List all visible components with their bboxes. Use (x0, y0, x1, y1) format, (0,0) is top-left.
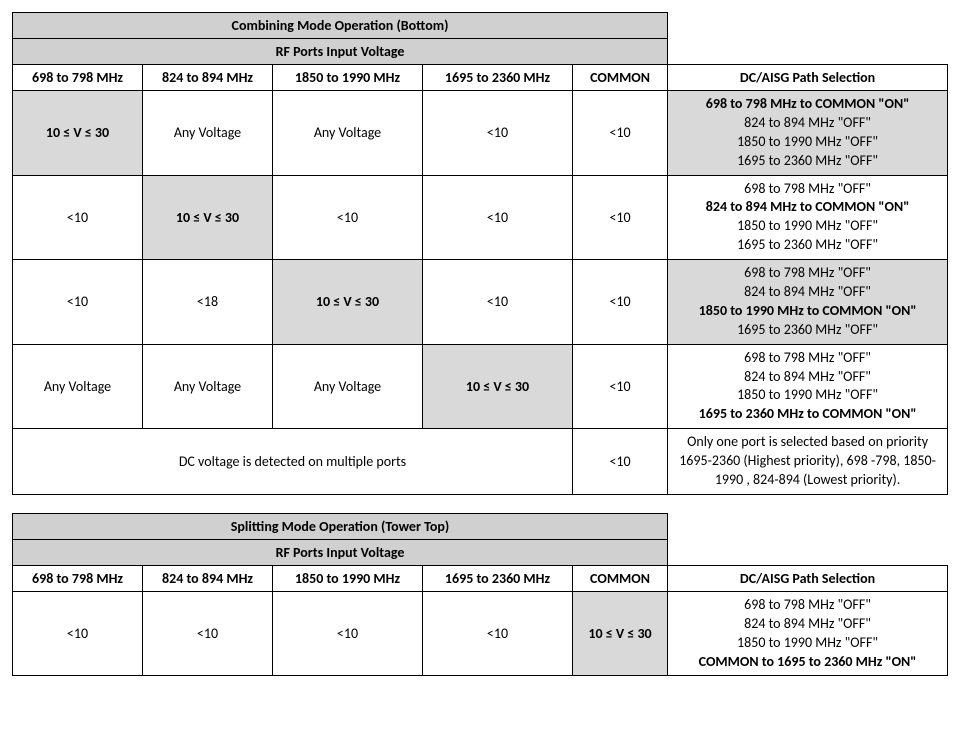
table-row: <1010 ≤ V ≤ 30<10<10<10698 to 798 MHz "O… (13, 175, 948, 260)
cell: <10 (13, 591, 143, 676)
cell: <10 (13, 175, 143, 260)
splitting-table: Splitting Mode Operation (Tower Top) RF … (12, 513, 948, 677)
cell: <10 (143, 591, 273, 676)
table-row: <10 <10 <10 <10 10 ≤ V ≤ 30 698 to 798 M… (13, 591, 948, 676)
cell: <10 (573, 175, 668, 260)
path-cell: 698 to 798 MHz "OFF"824 to 894 MHz "OFF"… (668, 344, 948, 429)
cell: <10 (423, 260, 573, 345)
col-1850: 1850 to 1990 MHz (273, 565, 423, 591)
cell: Any Voltage (143, 344, 273, 429)
path-cell: 698 to 798 MHz to COMMON "ON"824 to 894 … (668, 91, 948, 176)
path-cell: 698 to 798 MHz "OFF"824 to 894 MHz to CO… (668, 175, 948, 260)
col-path: DC/AISG Path Selection (668, 565, 948, 591)
col-824: 824 to 894 MHz (143, 565, 273, 591)
cell: Any Voltage (273, 344, 423, 429)
table-row: Splitting Mode Operation (Tower Top) (13, 513, 948, 539)
col-1695: 1695 to 2360 MHz (423, 565, 573, 591)
combining-table: Combining Mode Operation (Bottom) RF Por… (12, 12, 948, 495)
cell: 10 ≤ V ≤ 30 (573, 591, 668, 676)
cell: <10 (573, 344, 668, 429)
cell: <10 (573, 91, 668, 176)
table-row: 10 ≤ V ≤ 30Any VoltageAny Voltage<10<106… (13, 91, 948, 176)
cell: <10 (273, 175, 423, 260)
path-cell: 698 to 798 MHz "OFF"824 to 894 MHz "OFF"… (668, 591, 948, 676)
cell: 10 ≤ V ≤ 30 (273, 260, 423, 345)
table-row: Any VoltageAny VoltageAny Voltage10 ≤ V … (13, 344, 948, 429)
cell: <10 (573, 260, 668, 345)
cell: 10 ≤ V ≤ 30 (13, 91, 143, 176)
splitting-title: Splitting Mode Operation (Tower Top) (13, 513, 668, 539)
table-row: Combining Mode Operation (Bottom) (13, 13, 948, 39)
multi-merged: DC voltage is detected on multiple ports (13, 429, 573, 495)
col-1850: 1850 to 1990 MHz (273, 65, 423, 91)
table-row: DC voltage is detected on multiple ports… (13, 429, 948, 495)
combining-title: Combining Mode Operation (Bottom) (13, 13, 668, 39)
cell: <10 (423, 175, 573, 260)
combining-subtitle: RF Ports Input Voltage (13, 39, 668, 65)
multi-common: <10 (573, 429, 668, 495)
col-698: 698 to 798 MHz (13, 65, 143, 91)
cell: 10 ≤ V ≤ 30 (423, 344, 573, 429)
col-698: 698 to 798 MHz (13, 565, 143, 591)
col-common: COMMON (573, 65, 668, 91)
blank-cell (668, 13, 948, 65)
blank-cell (668, 513, 948, 565)
col-824: 824 to 894 MHz (143, 65, 273, 91)
multi-path: Only one port is selected based on prior… (668, 429, 948, 495)
table-row: <10<1810 ≤ V ≤ 30<10<10698 to 798 MHz "O… (13, 260, 948, 345)
cell: <18 (143, 260, 273, 345)
cell: Any Voltage (273, 91, 423, 176)
col-common: COMMON (573, 565, 668, 591)
cell: 10 ≤ V ≤ 30 (143, 175, 273, 260)
cell: <10 (13, 260, 143, 345)
table-row: 698 to 798 MHz 824 to 894 MHz 1850 to 19… (13, 565, 948, 591)
col-path: DC/AISG Path Selection (668, 65, 948, 91)
cell: <10 (423, 91, 573, 176)
col-1695: 1695 to 2360 MHz (423, 65, 573, 91)
cell: <10 (423, 591, 573, 676)
cell: Any Voltage (143, 91, 273, 176)
path-cell: 698 to 798 MHz "OFF"824 to 894 MHz "OFF"… (668, 260, 948, 345)
table-row: 698 to 798 MHz 824 to 894 MHz 1850 to 19… (13, 65, 948, 91)
splitting-subtitle: RF Ports Input Voltage (13, 539, 668, 565)
cell: <10 (273, 591, 423, 676)
cell: Any Voltage (13, 344, 143, 429)
